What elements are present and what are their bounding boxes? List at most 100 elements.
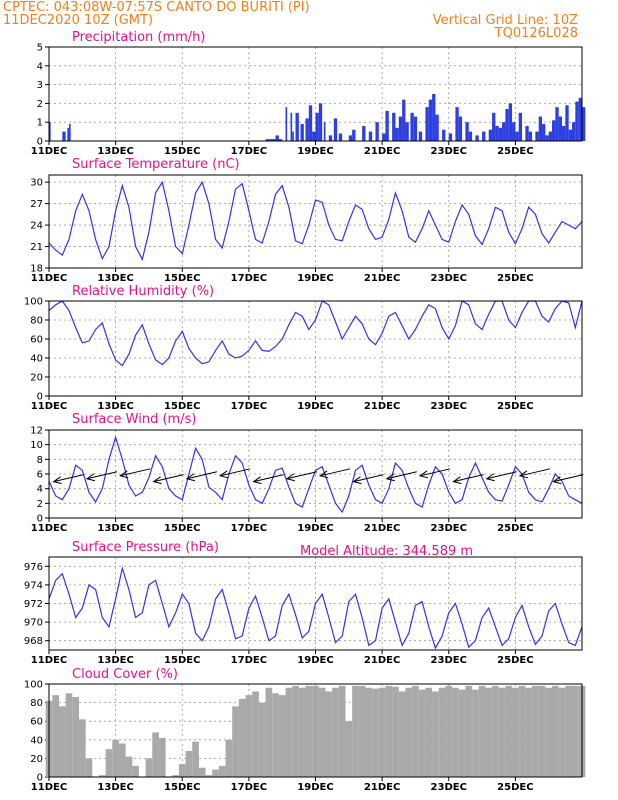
cloud-bar <box>152 732 159 777</box>
precip-bar <box>49 122 51 141</box>
cloud-bar <box>452 687 459 777</box>
precip-bar <box>368 131 373 141</box>
x-tick-label: 19DEC <box>297 273 333 284</box>
x-tick-label: 15DEC <box>164 146 200 157</box>
cloud-bar <box>418 689 426 777</box>
cloud-bar <box>332 687 339 777</box>
cloud-bar <box>412 685 419 777</box>
cloud-bar <box>498 687 506 777</box>
cloud-bar <box>352 685 359 777</box>
cloud-bar <box>432 691 439 777</box>
y-tick-label: 10 <box>30 440 43 451</box>
x-tick-label: 15DEC <box>164 523 200 534</box>
x-tick-label: 23DEC <box>431 523 467 534</box>
wind-vector-head <box>219 470 229 479</box>
wind-vector-head <box>552 476 562 485</box>
precip-bar <box>525 125 529 141</box>
x-tick-label: 25DEC <box>497 273 533 284</box>
x-tick-label: 21DEC <box>364 523 400 534</box>
x-tick-label: 19DEC <box>297 655 333 666</box>
cloud-bar <box>52 695 59 777</box>
cloud-bar <box>385 685 393 777</box>
y-tick-label: 80 <box>30 698 43 709</box>
wind-vector-shaft <box>419 468 451 477</box>
cloud-bar <box>438 687 446 777</box>
x-tick-label: 15DEC <box>164 782 200 793</box>
cloud-bar <box>172 775 179 777</box>
panel-4: Surface Wind (m/s) 0 2 4 6 8 10 12 11DEC 13DEC 15D… <box>30 412 584 534</box>
cloud-bar <box>272 693 279 777</box>
y-tick-label: 0 <box>37 514 43 525</box>
y-tick-label: 60 <box>30 335 43 346</box>
wind-vector-arrow <box>418 468 451 479</box>
wind-vector-shaft <box>220 468 251 477</box>
precip-bar <box>392 112 396 141</box>
wind-vector-arrow <box>85 471 118 482</box>
cloud-bar <box>185 750 193 777</box>
x-tick-label: 17DEC <box>231 401 267 412</box>
x-tick-label: 11DEC <box>31 146 67 157</box>
cloud-bar <box>238 698 246 777</box>
x-tick-label: 23DEC <box>431 401 467 412</box>
precip-bar <box>410 112 414 141</box>
cloud-bar <box>298 687 306 777</box>
y-tick-label: 18 <box>30 264 43 275</box>
x-tick-label: 25DEC <box>497 782 533 793</box>
cloud-bar <box>472 689 479 777</box>
precip-bar <box>475 135 479 141</box>
x-tick-label: 13DEC <box>97 655 133 666</box>
precip-bar <box>300 124 304 141</box>
y-tick-label: 1 <box>37 118 43 129</box>
wind-vector-shaft <box>186 471 218 480</box>
wind-vector-shaft <box>353 474 384 483</box>
cloud-bar <box>518 685 526 777</box>
cloud-bar <box>258 702 266 777</box>
cloud-bar <box>345 721 353 777</box>
cloud-bar <box>245 695 253 777</box>
x-tick-label: 21DEC <box>364 401 400 412</box>
precip-bar <box>548 131 553 141</box>
precip-bar <box>413 116 418 141</box>
x-tick-label: 15DEC <box>164 655 200 666</box>
panel-6: Cloud Cover (%) 0 20 40 60 80 100 11DEC 13DEC 15D… <box>24 667 586 793</box>
y-tick-label: 24 <box>30 221 43 232</box>
x-tick-label: 23DEC <box>431 655 467 666</box>
cloud-bar <box>58 706 66 777</box>
model-altitude-label: Model Altitude: 344.589 m <box>300 544 473 559</box>
cloud-bar <box>485 687 493 777</box>
precip-bar <box>333 118 338 141</box>
precip-bar <box>275 135 279 141</box>
cloud-bar <box>98 775 106 777</box>
x-tick-label: 17DEC <box>231 655 267 666</box>
precip-bar <box>385 110 389 141</box>
precip-bar <box>515 131 519 141</box>
cloud-bar <box>552 685 559 777</box>
cloud-bar <box>178 763 186 777</box>
precip-bar <box>312 131 316 141</box>
precip-bar <box>518 112 523 141</box>
precip-bar <box>538 116 543 141</box>
y-tick-label: 100 <box>24 680 43 691</box>
precip-bar <box>555 107 559 141</box>
cloud-bar <box>225 739 233 777</box>
wind-vector-arrow <box>185 471 218 482</box>
precip-bar <box>362 125 366 141</box>
x-tick-label: 19DEC <box>297 523 333 534</box>
panel-title: Surface Pressure (hPa) <box>72 540 219 555</box>
cloud-bar <box>505 685 513 777</box>
wind-vector-arrow <box>318 468 351 479</box>
precip-bar <box>558 116 563 141</box>
cloud-bar <box>512 687 519 777</box>
panel-title: Surface Temperature (nC) <box>72 157 240 172</box>
precip-bar <box>395 127 399 141</box>
cloud-bar <box>565 685 573 777</box>
precip-bar <box>435 114 439 141</box>
x-tick-label: 13DEC <box>97 273 133 284</box>
x-tick-label: 19DEC <box>297 146 333 157</box>
precip-bar <box>465 122 469 141</box>
cloud-bar <box>132 765 139 777</box>
y-tick-label: 60 <box>30 717 43 728</box>
x-tick-label: 25DEC <box>497 655 533 666</box>
cloud-bar <box>212 769 219 777</box>
precip-bar <box>552 120 556 141</box>
